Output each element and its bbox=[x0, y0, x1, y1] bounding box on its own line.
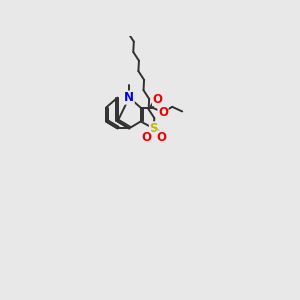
Text: O: O bbox=[153, 93, 163, 106]
Text: O: O bbox=[141, 131, 151, 144]
Text: N: N bbox=[124, 91, 134, 104]
Text: O: O bbox=[158, 106, 168, 119]
Text: O: O bbox=[157, 131, 166, 144]
Text: S: S bbox=[149, 122, 158, 135]
